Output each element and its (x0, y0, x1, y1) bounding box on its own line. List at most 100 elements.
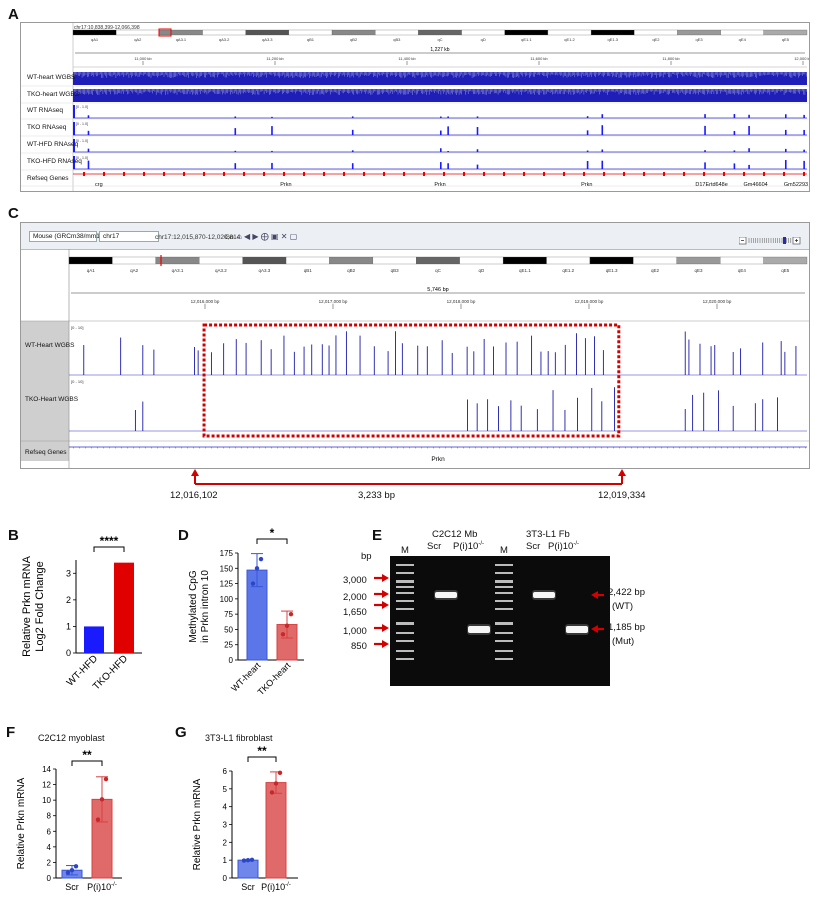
strand-arrow: ‹ (799, 445, 801, 450)
y-tick-label: 150 (220, 564, 234, 573)
lane-ko-2-sup: -/- (573, 541, 580, 547)
track-name-a: TKO-HFD RNAseq (27, 158, 82, 165)
strand-arrow: ‹ (469, 445, 471, 450)
rnaseq-peak (748, 148, 750, 152)
refseq-exon (463, 172, 465, 176)
lane-ko-2: P(i)10-/- (548, 541, 579, 552)
y-tick-label: 8 (47, 812, 52, 821)
data-point (103, 776, 109, 782)
chromosome-select[interactable]: chr17 (99, 231, 159, 242)
zoom-slider[interactable] (738, 232, 801, 245)
track-name-column (21, 321, 69, 461)
ladder-band (495, 572, 513, 574)
y-tick-label: 0 (66, 648, 71, 658)
strand-arrow: ‹ (355, 445, 357, 450)
strand-arrow: ‹ (367, 445, 369, 450)
strand-arrow: ‹ (427, 445, 429, 450)
rnaseq-peak (476, 116, 479, 118)
cyto-band-label: qB1 (307, 37, 315, 42)
cyto-band (504, 29, 549, 36)
y-tick-label: 6 (223, 767, 228, 776)
strand-arrow: ‹ (601, 445, 603, 450)
refseq-exon (223, 172, 225, 176)
nav-icons[interactable]: ⌂ ◀ ▶ ⨁ ▣ ✕ ▢ (237, 232, 298, 241)
strand-arrow: ‹ (583, 445, 585, 450)
panel-a-letter: A (8, 6, 19, 23)
cyto-band (112, 256, 156, 265)
lane-scr-1: Scr (427, 541, 442, 552)
strand-arrow: ‹ (337, 445, 339, 450)
cyto-band-label: qE3 (694, 268, 703, 273)
strand-arrow: ‹ (655, 445, 657, 450)
span-label: 1,227 kb (430, 47, 449, 53)
data-point (241, 858, 247, 863)
cyto-band (416, 256, 460, 265)
rnaseq-peak (704, 114, 706, 118)
marker-1650: 1,650 (343, 607, 367, 618)
x-tick-label: P(i)10-/- (87, 882, 117, 892)
rnaseq-peak (601, 160, 604, 169)
locus-field[interactable]: chr17:12,015,870-12,020,814 (155, 234, 241, 241)
group1-label: C2C12 Mb (432, 529, 478, 540)
y-tick-label: 1 (66, 621, 71, 631)
band-wt-size: 2,422 bp (608, 587, 645, 598)
cyto-band (720, 256, 764, 265)
strand-arrow: ‹ (721, 445, 723, 450)
refseq-exon (603, 172, 605, 176)
gene-label: Gm52293 (784, 182, 808, 188)
data-point (277, 770, 283, 775)
strand-arrow: ‹ (391, 445, 393, 450)
panel-a-locus: chr17:10,838,399-12,066,398 (74, 25, 140, 31)
cyto-band-label: qD (481, 37, 486, 42)
rnaseq-peak (271, 126, 273, 135)
rnaseq-peak (271, 162, 273, 169)
strand-arrow: ‹ (235, 445, 237, 450)
strand-arrow: ‹ (577, 445, 579, 450)
strand-arrow: ‹ (223, 445, 225, 450)
ladder-band (396, 608, 414, 610)
rnaseq-peak (704, 150, 706, 152)
refseq-exon (203, 172, 205, 176)
refseq-exon (483, 172, 485, 176)
strand-arrow: ‹ (463, 445, 465, 450)
ladder-band (396, 564, 414, 566)
refseq-exon (303, 172, 305, 176)
genome-select[interactable]: Mouse (GRCm38/mm10) (29, 231, 106, 242)
cyto-band (461, 29, 505, 36)
go-button[interactable]: Go (225, 234, 234, 241)
ruler-tick-label: 11,200 kb (266, 56, 284, 61)
cyto-band (159, 29, 203, 36)
strand-arrow: ‹ (523, 445, 525, 450)
strand-arrow: ‹ (139, 445, 141, 450)
cyto-band-label: qE3 (695, 37, 703, 42)
strand-arrow: ‹ (457, 445, 459, 450)
intron-length: 3,233 bp (358, 490, 395, 501)
ruler-tick-label: 12,016,000 bp (191, 299, 220, 304)
rnaseq-peak (784, 129, 787, 135)
refseq-exon (803, 172, 805, 176)
y-tick-label: 4 (47, 843, 52, 852)
cyto-band-label: qA3.3 (258, 268, 270, 273)
lane-m-2: M (500, 545, 508, 556)
strand-arrow: ‹ (547, 445, 549, 450)
strand-arrow: ‹ (649, 445, 651, 450)
strand-arrow: ‹ (379, 445, 381, 450)
panel-d-letter: D (178, 527, 189, 544)
ladder-band (495, 622, 513, 625)
rnaseq-peak (440, 162, 442, 169)
strand-arrow: ‹ (451, 445, 453, 450)
refseq-exon (563, 172, 565, 176)
strand-arrow: ‹ (127, 445, 129, 450)
cyto-band-label: qC (435, 268, 442, 273)
cyto-band-label: qA1 (91, 37, 99, 42)
y-tick-label: 4 (223, 803, 228, 812)
strand-arrow: ‹ (85, 445, 87, 450)
track-name-a: Refseq Genes (27, 175, 69, 182)
panel-c-browser: Mouse (GRCm38/mm10) chr17 chr17:12,015,8… (20, 222, 810, 469)
lane-ko-2-text: P(i)10 (548, 541, 574, 553)
cyto-band (677, 29, 721, 36)
ladder-band (396, 572, 414, 574)
gene-label: crg (95, 182, 103, 188)
strand-arrow: ‹ (361, 445, 363, 450)
intron-start-coord: 12,016,102 (170, 490, 218, 501)
